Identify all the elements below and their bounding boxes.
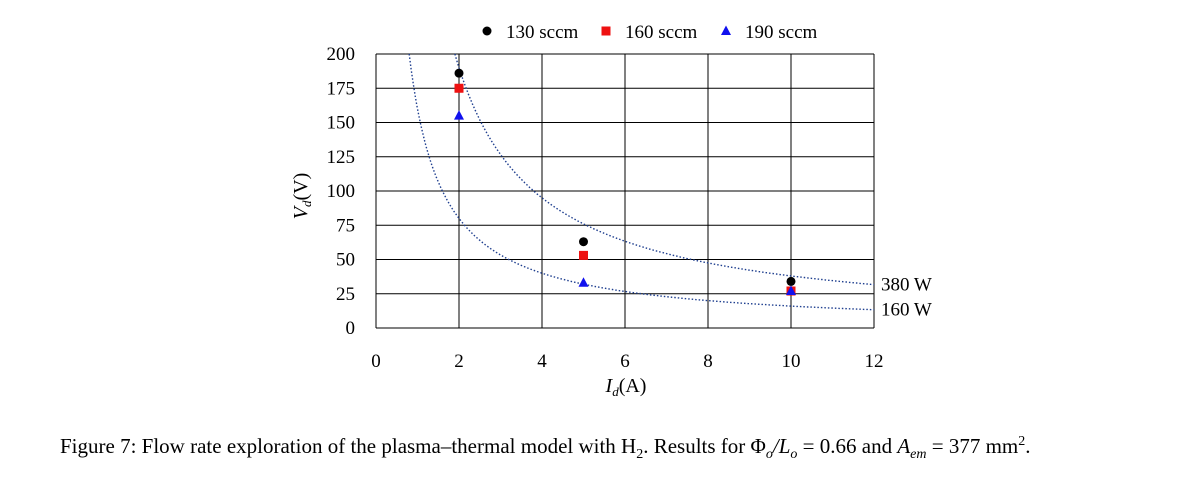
legend: 130 sccm 160 sccm 190 sccm (482, 22, 818, 43)
data-points (454, 68, 796, 296)
grid (375, 53, 875, 329)
axis-symbol: I (605, 375, 614, 397)
caption-a-subscript: em (910, 447, 927, 463)
data-point-square (579, 250, 588, 260)
data-point-triangle (454, 110, 464, 120)
y-tick-label: 125 (327, 147, 356, 168)
x-tick-label: 8 (703, 351, 713, 372)
caption-text-1: Flow rate exploration of the plasma–ther… (141, 434, 637, 458)
legend-label: 130 sccm (506, 22, 579, 43)
y-tick-label: 0 (346, 318, 356, 339)
data-point-triangle (721, 25, 731, 35)
y-tick-label: 150 (327, 113, 356, 134)
power-curve-label: 380 W (881, 275, 932, 296)
caption-eq-1: = 0.66 and (797, 434, 898, 458)
x-tick-label: 0 (371, 351, 381, 372)
y-tick-label: 75 (336, 215, 355, 236)
data-point-circle (579, 237, 588, 247)
data-point-triangle (578, 277, 589, 287)
tick-labels: 0 2 4 6 8 10 12 0 25 50 75 100 125 150 175 200 (327, 44, 884, 372)
power-curves: 380 W 160 W (408, 53, 932, 321)
data-point-triangle (786, 285, 796, 296)
data-point-square (454, 83, 464, 93)
y-tick-label: 200 (327, 44, 356, 65)
x-tick-label: 6 (620, 351, 630, 372)
caption-prefix: Figure 7: (60, 434, 137, 458)
figure-caption: Figure 7: Flow rate exploration of the p… (60, 428, 1172, 469)
axis-unit: (A) (619, 375, 647, 397)
caption-phi-subscript: o (765, 447, 773, 463)
y-tick-label: 25 (336, 284, 355, 305)
caption-end: . (1025, 434, 1031, 458)
y-tick-label: 50 (336, 250, 355, 271)
chart: 380 W 160 W 0 2 4 6 8 10 12 0 25 50 75 100 125 150 175 2… (290, 22, 932, 399)
x-tick-label: 2 (454, 351, 464, 372)
legend-label: 160 sccm (625, 22, 698, 43)
axis-symbol: V (290, 204, 312, 219)
caption-l: /L (772, 434, 791, 458)
y-axis-label: Vd(V) (290, 173, 314, 219)
y-tick-label: 100 (327, 181, 356, 202)
x-axis-label: Id(A) (605, 375, 647, 399)
caption-text-2: . Results for Φ (643, 434, 766, 458)
power-curve-label: 160 W (881, 300, 932, 321)
axis-subscript: d (299, 200, 314, 207)
x-tick-label: 4 (537, 351, 547, 372)
legend-label: 190 sccm (745, 22, 818, 43)
axis-unit: (V) (290, 173, 312, 201)
caption-superscript: 2 (1018, 434, 1026, 449)
data-point-circle (454, 68, 464, 78)
data-point-circle (482, 26, 492, 36)
caption-a: A (897, 434, 911, 458)
caption-eq-2: = 377 mm (926, 434, 1019, 458)
axis-subscript: d (612, 384, 619, 399)
data-point-circle (786, 276, 796, 286)
caption-l-subscript: o (790, 447, 798, 463)
x-tick-label: 12 (865, 351, 884, 372)
caption-h-subscript: 2 (636, 447, 644, 463)
data-point-square (601, 26, 611, 36)
power-curve (454, 53, 875, 286)
power-curve (408, 53, 874, 311)
x-tick-label: 10 (782, 351, 801, 372)
y-tick-label: 175 (327, 78, 356, 99)
